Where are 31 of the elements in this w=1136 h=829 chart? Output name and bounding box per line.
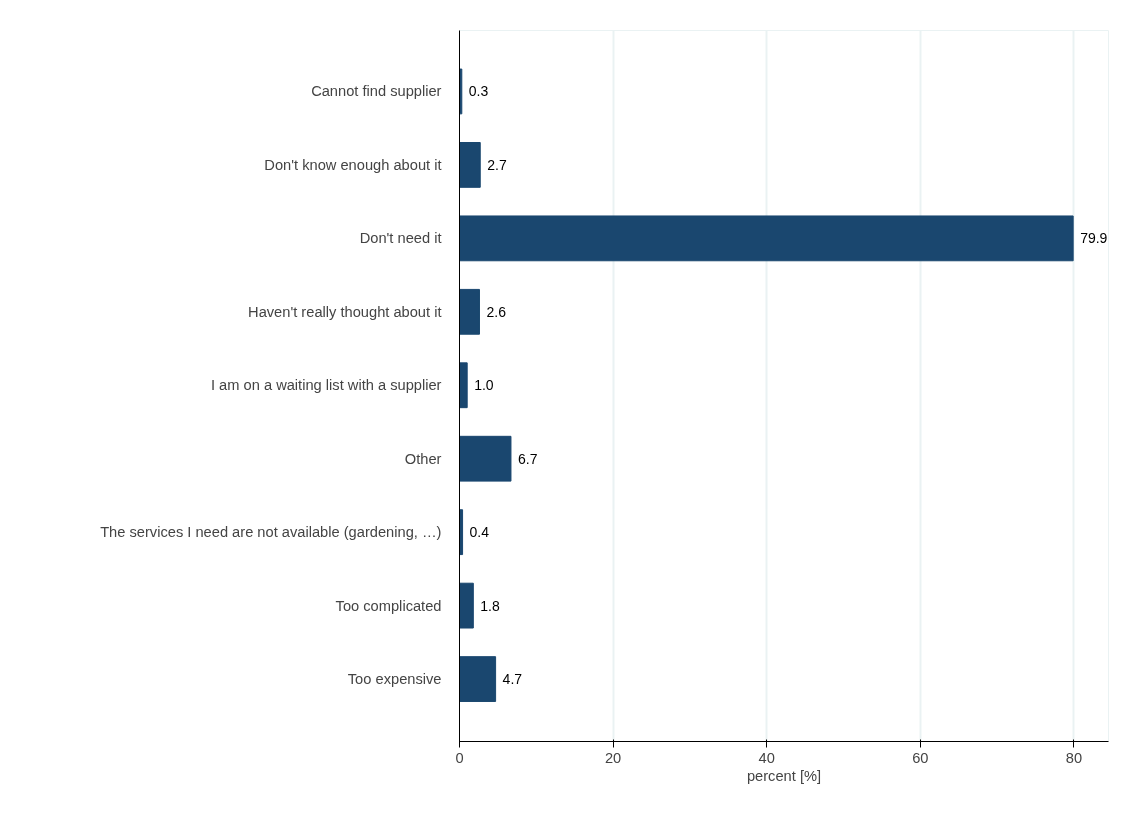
data-label: 2.6 [486, 303, 507, 320]
bar [459, 142, 481, 188]
data-label: 79.9 [1080, 230, 1108, 247]
bar [459, 288, 480, 335]
bar [459, 656, 497, 702]
y-tick-label: The services I need are not available (gardening, …) [100, 524, 442, 541]
y-tick-label: I am on a waiting list with a supplier [210, 377, 442, 394]
data-label: 2.7 [487, 156, 507, 173]
data-label: 6.7 [517, 450, 538, 467]
bar [459, 362, 468, 409]
x-tick-label: 20 [604, 749, 622, 766]
data-label: 4.7 [502, 671, 523, 688]
data-label: 0.3 [468, 83, 489, 100]
y-tick-label: Haven't really thought about it [248, 303, 442, 320]
x-tick-label: 40 [758, 749, 775, 766]
y-tick-label: Don't know enough about it [264, 156, 442, 173]
y-tick-label: Other [404, 450, 442, 467]
x-tick-label: 60 [912, 749, 929, 766]
x-tick-label: 0 [455, 749, 464, 766]
data-label: 1.8 [480, 597, 500, 614]
y-tick-label: Too complicated [335, 597, 442, 614]
y-tick-label: Too expensive [347, 671, 442, 688]
data-label: 0.4 [469, 524, 490, 541]
x-axis-title: percent [%] [746, 767, 822, 784]
bar [459, 435, 512, 482]
data-label: 1.0 [474, 377, 494, 394]
y-tick-label: Don't need it [359, 230, 442, 247]
y-tick-label: Cannot find supplier [311, 83, 442, 100]
bar [459, 215, 1074, 262]
x-tick-label: 80 [1065, 749, 1083, 766]
bar [459, 582, 474, 629]
